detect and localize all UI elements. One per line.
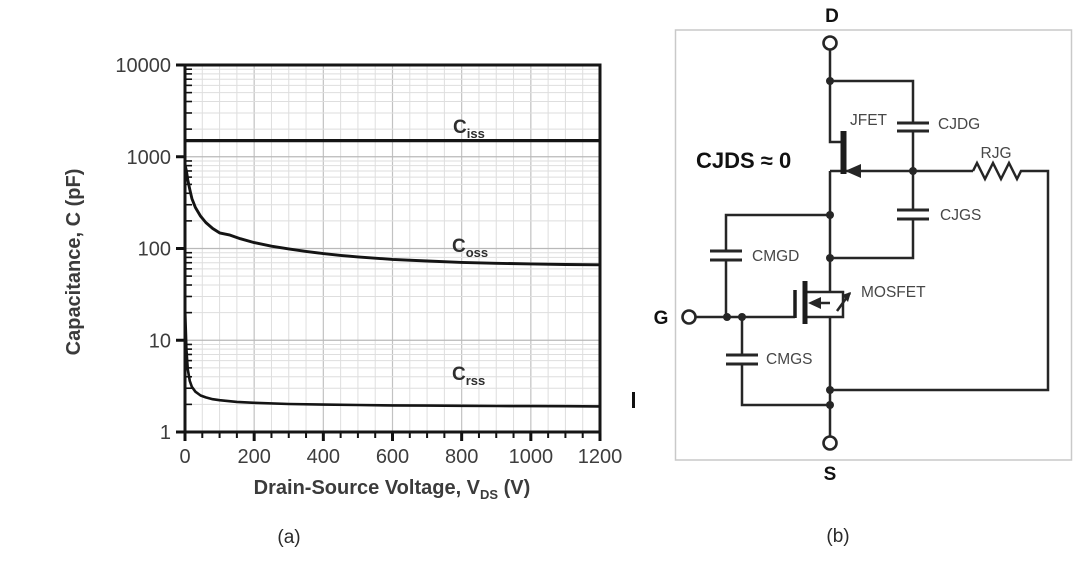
drain-terminal-icon [822,35,838,51]
rjg-resistor-and-return-wire [830,160,1050,392]
curve-label-ciss: Ciss [453,117,485,141]
cjds-note: CJDS ≈ 0 [696,148,791,173]
mosfet-symbol [793,281,851,324]
y-tick-label: 10000 [115,55,171,77]
curve-label-coss: Coss [452,236,488,260]
x-tick-label: 400 [307,446,340,468]
cjgs-label: CJGS [940,207,981,224]
y-tick-label: 10 [149,330,171,352]
jfet-label: JFET [850,112,888,129]
gate-terminal-label: G [654,308,669,329]
curve-crss [183,305,601,408]
y-tick-label: 1 [160,422,171,444]
drain-wire [828,50,841,144]
chart-gridlines [185,65,600,432]
chart-tick-labels: 10000 1000 100 10 10 200 400 600 800 1000 1200 [115,55,622,468]
y-axis-title: Capacitance, C (pF) [63,169,85,356]
circuit-panel-border [674,29,1073,461]
chart-plot-frame [183,63,602,434]
curve-coss [183,164,601,267]
cmgd-branch-wire [724,213,830,317]
gate-terminal-icon [681,309,697,325]
rjg-label: RJG [981,145,1012,162]
x-axis-title: Drain-Source Voltage, VDS (V) [254,477,531,502]
cjgs-capacitor-icon [897,208,929,221]
x-tick-label: 200 [237,446,270,468]
x-tick-label: 0 [179,446,190,468]
mosfet-label: MOSFET [861,284,926,301]
y-tick-label: 100 [138,239,171,261]
x-tick-label: 1000 [509,446,554,468]
mosfet-body-arrow-icon [808,297,821,309]
source-terminal-icon [822,435,838,451]
cjdg-capacitor-icon [897,121,929,133]
mosfet-body-outline [805,290,845,319]
cjgs-branch-wire [830,171,915,260]
cmgs-label: CMGS [766,351,813,368]
jfet-symbol [840,131,861,178]
cascode-circuit-diagram: D G S CJDS ≈ 0 JFET CJDG RJG CJGS CMGD M… [654,6,1073,547]
jfet-gate-arrow-icon [845,164,861,178]
x-tick-label: 600 [376,446,409,468]
y-tick-label: 1000 [127,147,172,169]
curve-label-crss: Crss [452,364,485,388]
cjdg-label: CJDG [938,116,980,133]
x-tick-label: 1200 [578,446,623,468]
cmgs-capacitor-icon [726,353,758,366]
source-terminal-label: S [824,464,837,485]
cmgs-branch-wire [740,317,830,407]
drain-terminal-label: D [825,6,839,27]
circuit-wires [695,50,1050,436]
chart-curves [183,139,601,408]
cmgd-capacitor-icon [710,249,742,262]
text-cursor-artifact [632,392,635,408]
x-tick-label: 800 [445,446,478,468]
capacitor-plates [710,121,929,366]
caption-a: (a) [277,527,300,548]
junction-dots [723,77,917,409]
caption-b: (b) [826,526,849,547]
cmgd-label: CMGD [752,248,799,265]
capacitance-chart: 10000 1000 100 10 10 200 400 600 800 1000 1200 Cap… [63,55,622,548]
mosfet-diode-arrow-icon [842,292,851,302]
cjdg-branch-wire [830,79,915,171]
